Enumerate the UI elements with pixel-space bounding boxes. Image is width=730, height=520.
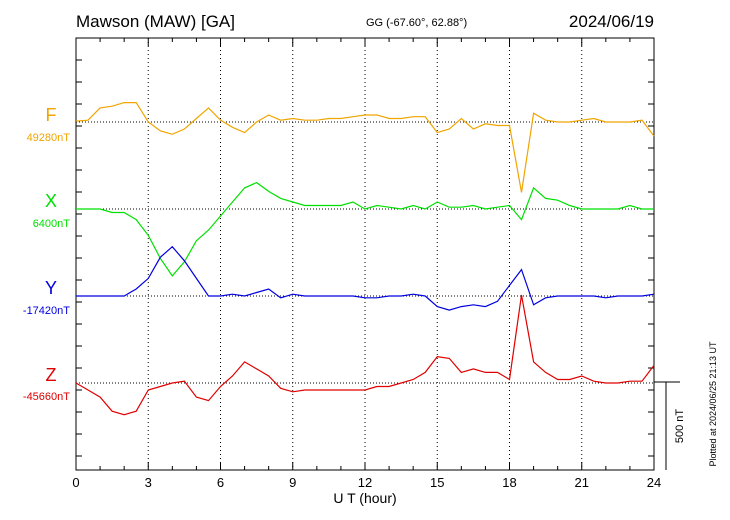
series-line-x [76,181,654,277]
date-label: 2024/06/19 [569,12,654,31]
series-baseline-value-f: 49280nT [27,132,71,144]
series-layer: F 49280nT X 6400nT Y -17420nT Z -45660nT [23,101,655,416]
x-tick-label: 18 [502,475,516,490]
series-baseline-value-x: 6400nT [33,218,71,230]
series-name-f: F [46,105,57,125]
x-tick-label: 9 [289,475,296,490]
plotted-at-note: Plotted at 2024/06/25 21:13 UT [708,341,718,467]
x-tick-label: 3 [145,475,152,490]
x-tick-label: 12 [358,475,372,490]
series-name-x: X [45,191,57,211]
series-line-f [75,101,655,193]
x-tick-label: 0 [72,475,79,490]
series-name-z: Z [46,365,57,385]
x-tick-label: 15 [430,475,444,490]
series-baseline-value-y: -17420nT [23,305,70,317]
x-tick-label: 21 [575,475,589,490]
x-tick-label: 6 [217,475,224,490]
station-title: Mawson (MAW) [GA] [76,12,235,31]
series-name-y: Y [45,278,57,298]
series-baseline-value-z: -45660nT [23,391,70,403]
scale-bar: 500 nT [654,381,686,470]
scale-bar-label: 500 nT [674,409,686,444]
gridlines [147,38,583,470]
coordinates-label: GG (-67.60°, 62.88°) [366,17,467,29]
series-line-y [76,245,655,311]
series-line-z [75,294,655,416]
axis-ticks [75,38,655,470]
x-tick-label: 24 [647,475,661,490]
x-tick-labels: 0 3 6 9 12 15 18 21 24 [72,475,661,490]
x-axis-label: U T (hour) [333,490,396,506]
